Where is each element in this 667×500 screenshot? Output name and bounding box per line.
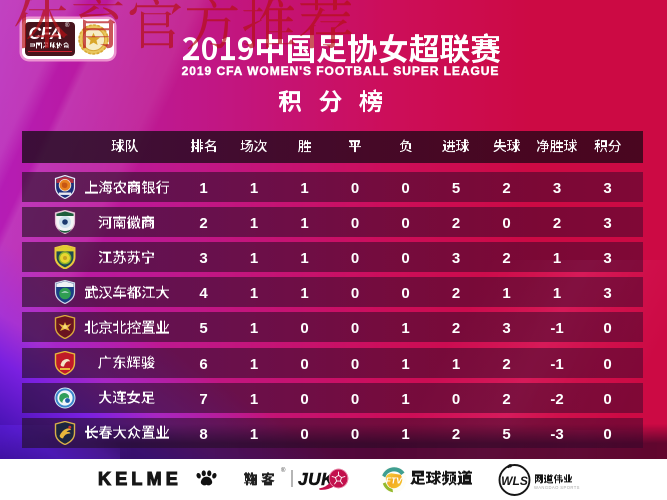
- svg-text:WLS: WLS: [501, 474, 528, 488]
- svg-text:FTV: FTV: [386, 475, 403, 485]
